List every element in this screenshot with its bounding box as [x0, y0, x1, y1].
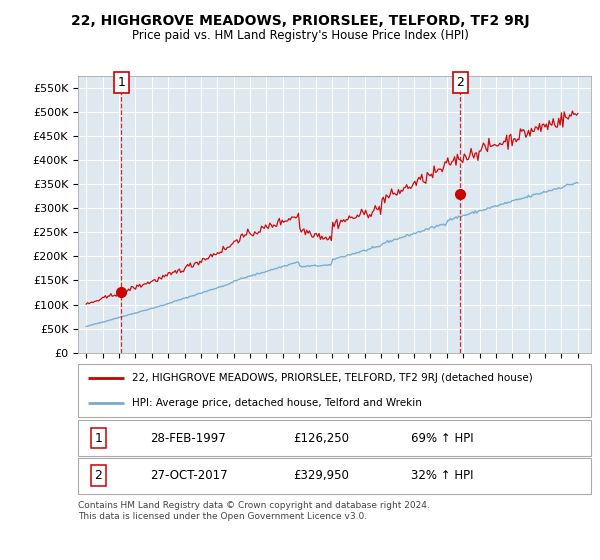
- Text: 69% ↑ HPI: 69% ↑ HPI: [412, 432, 474, 445]
- Text: 32% ↑ HPI: 32% ↑ HPI: [412, 469, 474, 482]
- Text: Price paid vs. HM Land Registry's House Price Index (HPI): Price paid vs. HM Land Registry's House …: [131, 29, 469, 42]
- Text: 2: 2: [456, 76, 464, 89]
- Text: 22, HIGHGROVE MEADOWS, PRIORSLEE, TELFORD, TF2 9RJ (detached house): 22, HIGHGROVE MEADOWS, PRIORSLEE, TELFOR…: [132, 374, 533, 384]
- Text: £329,950: £329,950: [293, 469, 349, 482]
- Text: £126,250: £126,250: [293, 432, 349, 445]
- Text: 1: 1: [95, 432, 103, 445]
- Text: 27-OCT-2017: 27-OCT-2017: [150, 469, 227, 482]
- Text: 22, HIGHGROVE MEADOWS, PRIORSLEE, TELFORD, TF2 9RJ: 22, HIGHGROVE MEADOWS, PRIORSLEE, TELFOR…: [71, 14, 529, 28]
- Text: Contains HM Land Registry data © Crown copyright and database right 2024.
This d: Contains HM Land Registry data © Crown c…: [78, 501, 430, 521]
- Text: HPI: Average price, detached house, Telford and Wrekin: HPI: Average price, detached house, Telf…: [132, 398, 422, 408]
- Text: 1: 1: [118, 76, 125, 89]
- Text: 28-FEB-1997: 28-FEB-1997: [150, 432, 226, 445]
- Text: 2: 2: [95, 469, 103, 482]
